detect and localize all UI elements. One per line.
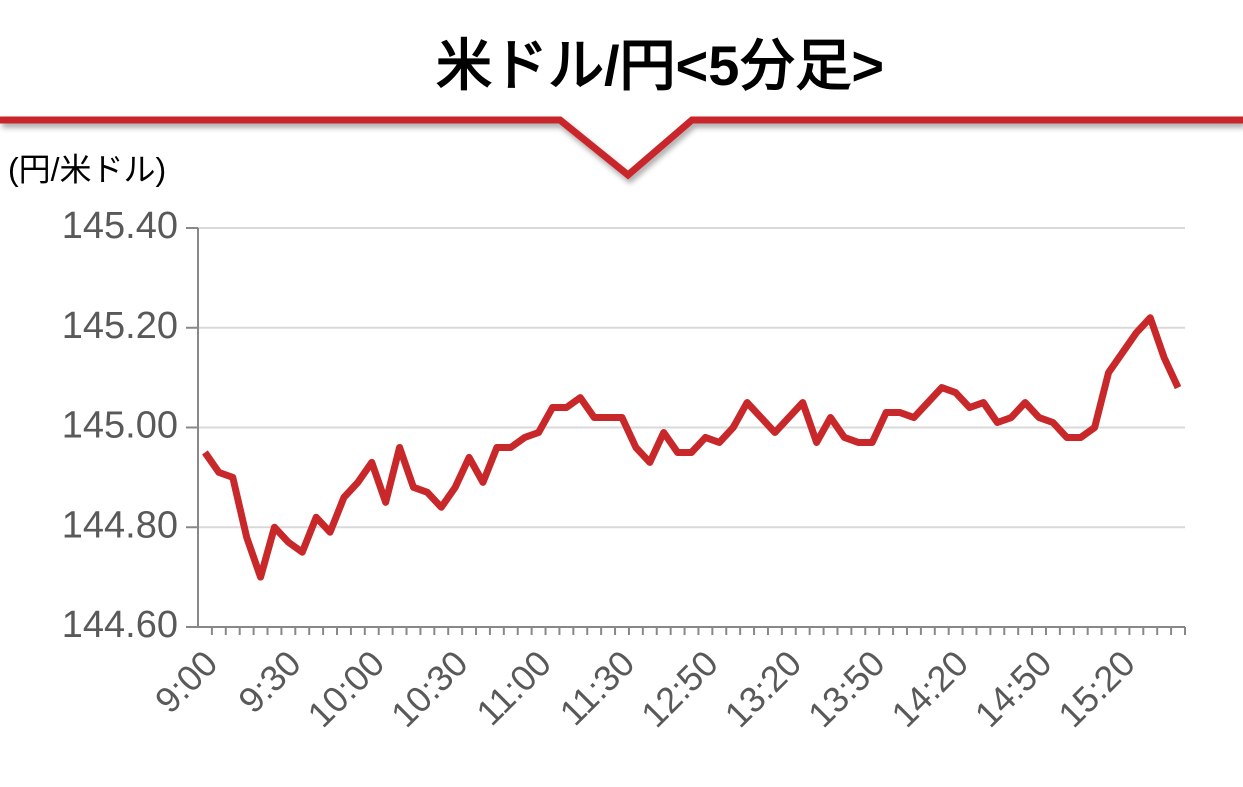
x-tick-label: 13:20 bbox=[716, 642, 809, 735]
y-axis-label: (円/米ドル) bbox=[8, 151, 166, 187]
y-tick-label: 145.00 bbox=[62, 405, 178, 447]
y-tick-label: 144.60 bbox=[62, 604, 178, 646]
x-tick-label: 10:30 bbox=[383, 642, 476, 735]
data-line bbox=[202, 314, 1182, 581]
x-tick-label: 13:50 bbox=[800, 642, 893, 735]
x-tick-label: 11:00 bbox=[468, 642, 559, 733]
x-tick-label: 10:00 bbox=[299, 642, 392, 735]
title-banner bbox=[0, 116, 1243, 180]
x-tick-label: 11:30 bbox=[552, 642, 643, 733]
x-tick-label: 15:20 bbox=[1050, 642, 1143, 735]
y-tick-label: 144.80 bbox=[62, 504, 178, 546]
x-tick-label: 9:30 bbox=[230, 642, 309, 721]
y-tick-label: 145.40 bbox=[62, 205, 178, 247]
x-tick-label: 12:50 bbox=[633, 642, 726, 735]
x-tick-label: 9:00 bbox=[147, 642, 226, 721]
chart-title: 米ドル/円<5分足> bbox=[436, 34, 884, 97]
y-tick-label: 145.20 bbox=[62, 305, 178, 347]
x-tick-label: 14:20 bbox=[883, 642, 976, 735]
x-tick-label: 14:50 bbox=[967, 642, 1060, 735]
